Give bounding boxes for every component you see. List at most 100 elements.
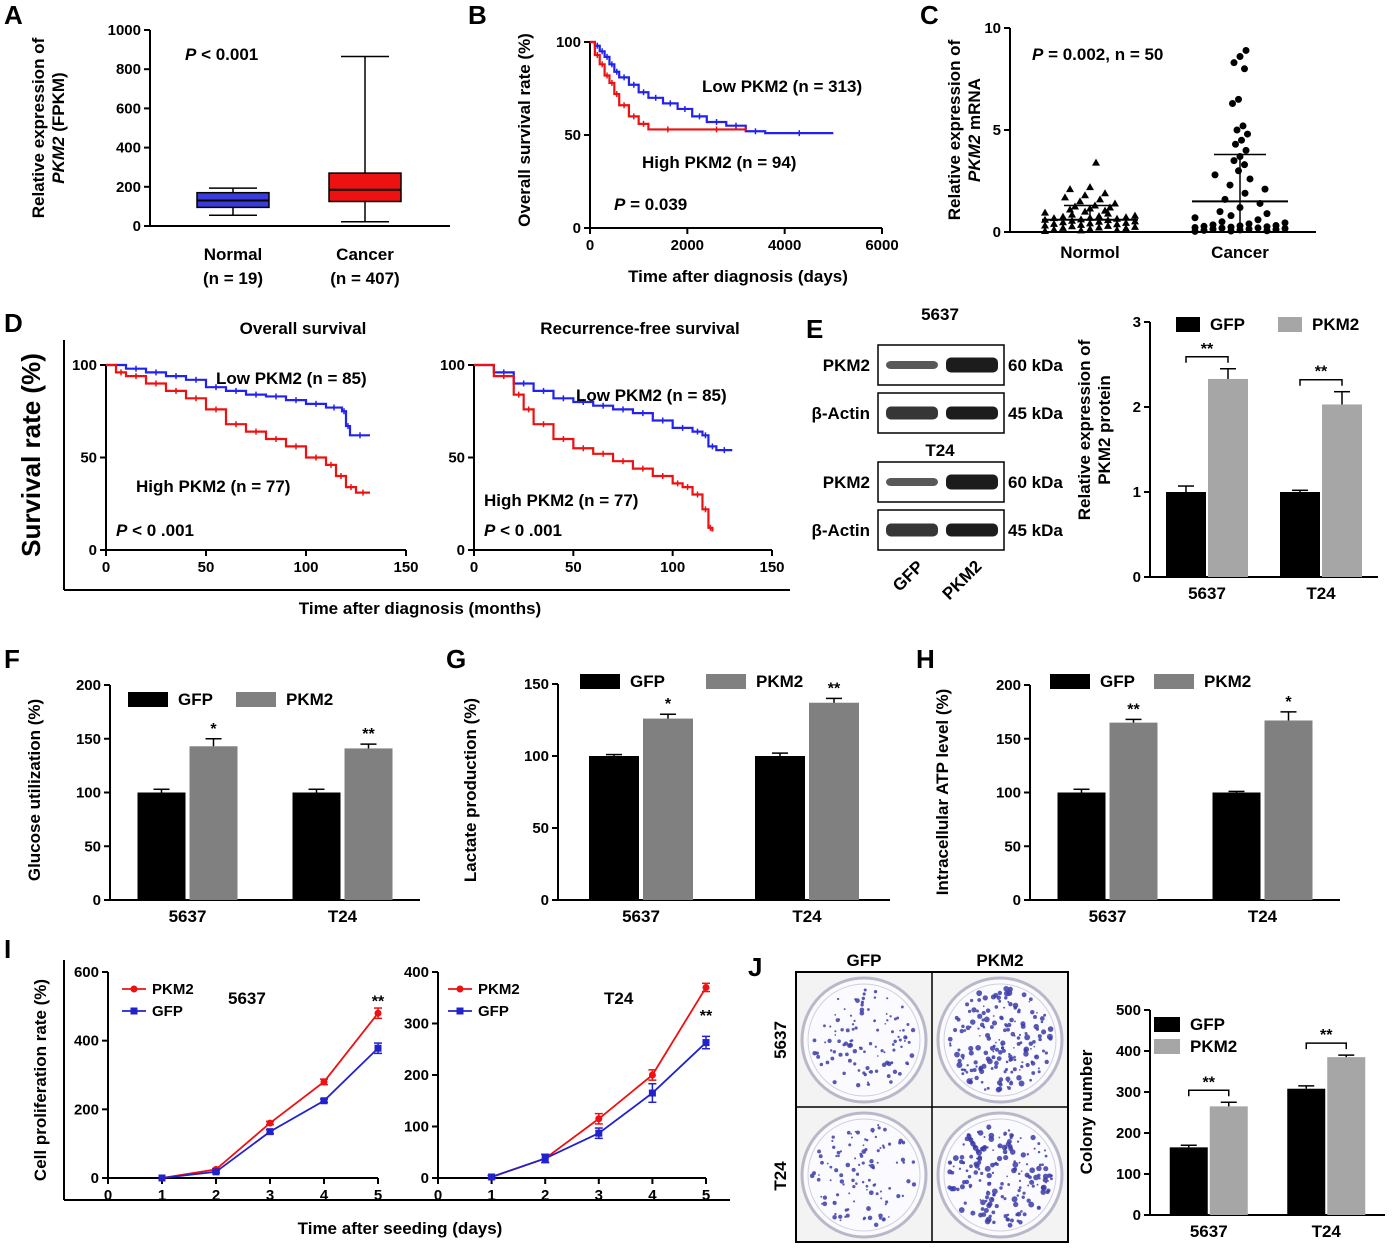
E-bar-pkm2-1: [1322, 404, 1362, 577]
J-colony: [829, 1165, 833, 1169]
J-colony: [980, 1199, 986, 1206]
C-point: [1041, 208, 1049, 216]
J-colony: [868, 1042, 873, 1046]
E-legend-swatch: [1176, 317, 1200, 332]
C-category-label: Normol: [1060, 243, 1120, 262]
J-colony: [888, 1216, 890, 1218]
J-colony: [1008, 1146, 1014, 1152]
J-colony: [898, 1071, 902, 1076]
H-significance: **: [1127, 701, 1140, 718]
J-colony: [1007, 1000, 1010, 1003]
J-colony: [821, 1202, 823, 1205]
J-colony: [991, 1188, 998, 1195]
D2-xtick-label: 0: [470, 559, 478, 576]
J-colony: [1007, 1129, 1011, 1132]
J-colony: [978, 1179, 982, 1182]
J-colony: [1000, 1043, 1004, 1046]
J-colony: [890, 1061, 894, 1065]
J-bar-gfp-0: [1169, 1147, 1208, 1215]
J-colony: [889, 1015, 892, 1018]
J-colony: [996, 1056, 1002, 1061]
J-colony: [839, 1173, 844, 1178]
J-colony: [987, 1127, 990, 1130]
I1-legend-label: PKM2: [152, 981, 194, 998]
J-colony: [822, 1201, 828, 1207]
J-colony: [966, 1064, 969, 1067]
I1-line-pkm2: [161, 1012, 379, 1179]
J-colony: [860, 1003, 864, 1007]
J-colony: [968, 1183, 973, 1188]
C-ytick-label: 10: [984, 20, 1001, 37]
E-blot-kda-label: 45 kDa: [1008, 404, 1063, 423]
J-colony: [959, 1028, 964, 1034]
J-colony: [991, 1210, 996, 1215]
F-bar-gfp-1: [292, 792, 341, 900]
J-colony: [902, 1028, 905, 1032]
J-colony: [867, 1083, 871, 1086]
J-legend-swatch: [1154, 1017, 1180, 1032]
I1-significance: **: [372, 993, 385, 1010]
J-colony: [1028, 1201, 1035, 1208]
C-point: [1059, 212, 1067, 220]
panel-label-d: D: [4, 308, 23, 338]
J-colony: [1046, 1179, 1049, 1182]
C-point: [1095, 212, 1103, 220]
J-colony: [826, 1162, 829, 1165]
D1-xtick-label: 50: [198, 559, 215, 576]
J-colony: [876, 1028, 880, 1032]
J-colony: [1019, 1137, 1022, 1140]
J-colony: [1027, 1184, 1030, 1187]
panel-label-b: B: [468, 0, 487, 30]
J-colony: [859, 1152, 863, 1156]
J-colony: [980, 1080, 984, 1084]
C-point: [1254, 216, 1262, 224]
I1-ytick-label: 0: [91, 1170, 99, 1187]
J-colony: [898, 1138, 904, 1144]
J-colony: [862, 1071, 866, 1075]
I2-title: T24: [604, 989, 634, 1008]
J-colony: [880, 1049, 884, 1053]
J-colony: [1018, 1080, 1025, 1087]
E-bar-gfp-0: [1166, 492, 1206, 577]
J-colony: [976, 990, 983, 997]
J-colony: [958, 1207, 965, 1213]
B-ylabel: Overall survival rate (%): [515, 33, 534, 227]
J-colony: [862, 1144, 865, 1147]
C-point: [1230, 157, 1238, 165]
J-colony: [901, 1194, 905, 1198]
J-colony: [961, 1161, 965, 1165]
J-colony: [1004, 1152, 1007, 1154]
G-ytick-label: 100: [524, 748, 549, 765]
C-point: [1050, 219, 1058, 227]
J-colony: [1004, 1067, 1009, 1072]
A-box-1: [328, 172, 402, 203]
J-colony: [1033, 1174, 1039, 1181]
C-point: [1050, 225, 1058, 233]
F-legend-swatch: [236, 692, 276, 707]
J-colony: [1013, 1006, 1018, 1010]
J-colony: [1020, 1064, 1024, 1069]
J-colony: [1032, 1040, 1036, 1044]
J-colony: [1011, 1167, 1017, 1174]
J-colony: [977, 998, 982, 1002]
J-colony: [877, 1126, 881, 1130]
C-point: [1068, 222, 1076, 230]
J-ylabel: Colony number: [1077, 1049, 1096, 1174]
C-point: [1235, 95, 1242, 103]
D1-low-label: Low PKM2 (n = 85): [216, 369, 367, 388]
C-point: [1281, 219, 1289, 227]
C-point: [1241, 65, 1248, 73]
J-colony: [1034, 1055, 1037, 1058]
B-xtick-label: 2000: [671, 237, 704, 254]
J-colony: [879, 1146, 882, 1150]
J-colony: [957, 1048, 961, 1052]
J-colony: [890, 1030, 894, 1034]
I2-point: [648, 1089, 656, 1097]
I1-xtick-label: 0: [104, 1187, 112, 1204]
J-colony: [812, 1050, 817, 1056]
E-category-label: T24: [1306, 584, 1336, 603]
J-colony: [905, 1036, 908, 1039]
J-significance: **: [1320, 1027, 1333, 1044]
C-point: [1281, 225, 1289, 233]
J-colony: [966, 1133, 971, 1137]
